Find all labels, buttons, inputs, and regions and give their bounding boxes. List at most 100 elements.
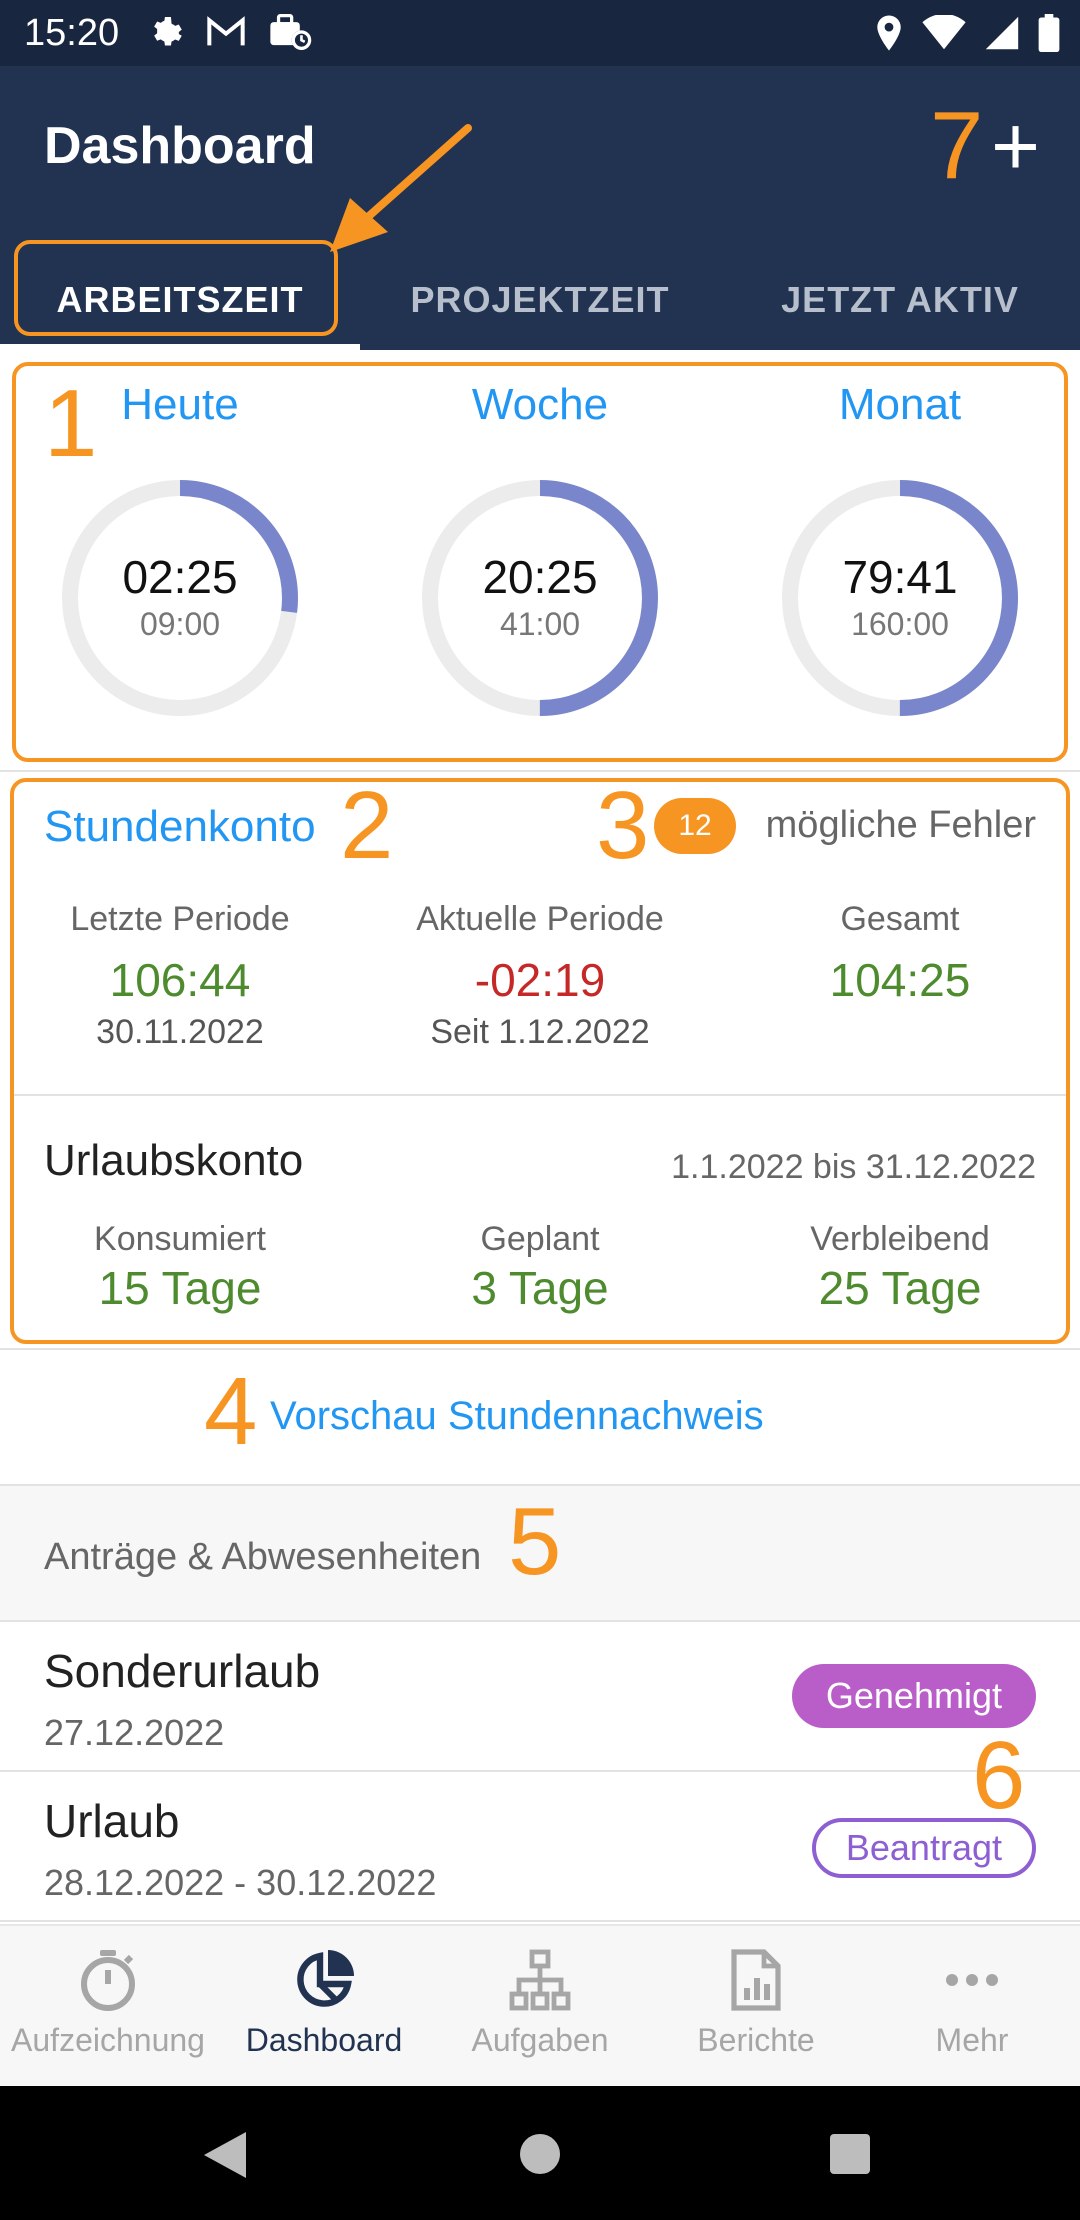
request-date: 28.12.2022 - 30.12.2022 (44, 1862, 437, 1903)
balance-value: 104:25 (829, 954, 971, 1006)
annotation-box-accounts (10, 778, 1070, 1344)
home-icon[interactable] (518, 2132, 562, 2176)
status-time: 15:20 (24, 12, 120, 54)
location-icon (877, 15, 901, 51)
error-count-badge[interactable]: 12 (654, 798, 736, 854)
stundenkonto-title: Stundenkonto (44, 802, 316, 851)
annotation-number-7: 7 (930, 92, 984, 199)
balance-date: Seit 1.12.2022 (430, 1013, 650, 1051)
balance-total: Gesamt 104:25 (720, 900, 1080, 1007)
ring-value: 79:41 (842, 551, 958, 603)
divider (0, 1484, 1080, 1486)
nav-label: Berichte (697, 2022, 815, 2058)
app-bar: Dashboard + ARBEITSZEIT PROJEKTZEIT JETZ… (0, 66, 1080, 350)
page-title: Dashboard (44, 117, 316, 175)
stundenkonto-card[interactable]: Stundenkonto 12 mögliche Fehler Letzte P… (0, 772, 1080, 1342)
stopwatch-icon (81, 1950, 135, 2011)
bottom-nav: Aufzeichnung Dashboard Aufgaben Berichte… (0, 1924, 1080, 2086)
request-row[interactable]: Urlaub 28.12.2022 - 30.12.2022 Beantragt (0, 1772, 1080, 1920)
annotation-arrow-icon (330, 124, 472, 252)
vorschau-link[interactable]: Vorschau Stundennachweis (270, 1394, 764, 1438)
vacation-label: Verbleibend (810, 1220, 990, 1258)
ring-woche[interactable]: Woche 20:25 41:00 (360, 380, 720, 718)
recents-icon[interactable] (828, 2132, 872, 2176)
progress-ring (62, 480, 298, 716)
antraege-header-label: Anträge & Abwesenheiten (44, 1536, 482, 1578)
vorschau-row: Vorschau Stundennachweis (0, 1350, 1080, 1484)
gear-icon (154, 17, 182, 46)
add-button[interactable]: + (990, 99, 1040, 193)
nav-label: Aufgaben (471, 2022, 609, 2058)
progress-ring (782, 480, 1018, 716)
request-row[interactable]: Sonderurlaub 27.12.2022 Genehmigt (0, 1622, 1080, 1770)
ring-target: 160:00 (851, 606, 949, 642)
vacation-planned: Geplant 3 Tage (360, 1220, 720, 1315)
battery-icon (1038, 14, 1060, 52)
work-profile-icon (270, 14, 312, 50)
nav-aufzeichnung[interactable]: Aufzeichnung (0, 1926, 216, 2086)
divider (0, 770, 1080, 772)
antraege-header: Anträge & Abwesenheiten (0, 1486, 1080, 1620)
divider (10, 1094, 1070, 1096)
divider (0, 1770, 1080, 1772)
annotation-box-rings (12, 362, 1068, 762)
ring-value: 02:25 (122, 551, 238, 603)
status-badge: Genehmigt (791, 1664, 1036, 1728)
vacation-remaining: Verbleibend 25 Tage (720, 1220, 1080, 1315)
nav-label: Dashboard (245, 2022, 403, 2058)
annotation-number-1: 1 (44, 370, 98, 477)
back-icon[interactable] (202, 2130, 248, 2180)
balance-current-period: Aktuelle Periode -02:19 Seit 1.12.2022 (360, 900, 720, 1052)
vacation-consumed: Konsumiert 15 Tage (0, 1220, 360, 1315)
request-date: 27.12.2022 (44, 1712, 225, 1753)
ring-value: 20:25 (482, 551, 598, 603)
divider (0, 1920, 1080, 1922)
divider (0, 1620, 1080, 1622)
status-bar: 15:20 (0, 0, 1080, 66)
balance-date: 30.11.2022 (96, 1013, 264, 1051)
annotation-number-2: 2 (340, 772, 394, 879)
urlaubskonto-range: 1.1.2022 bis 31.12.2022 (671, 1148, 1036, 1186)
balance-last-period: Letzte Periode 106:44 30.11.2022 (0, 900, 360, 1052)
tab-bar: ARBEITSZEIT PROJEKTZEIT JETZT AKTIV (0, 246, 1080, 350)
balance-label: Letzte Periode (70, 900, 290, 938)
ring-label: Monat (838, 380, 962, 429)
tab-jetzt-aktiv[interactable]: JETZT AKTIV (781, 279, 1019, 320)
ring-label: Woche (471, 380, 609, 429)
ring-monat[interactable]: Monat 79:41 160:00 (720, 380, 1080, 718)
system-nav-bar (0, 2086, 1080, 2220)
nav-label: Aufzeichnung (11, 2022, 205, 2058)
report-icon (731, 1949, 781, 2011)
urlaubskonto-title: Urlaubskonto (44, 1136, 304, 1185)
ring-target: 09:00 (139, 606, 221, 642)
annotation-number-4: 4 (204, 1358, 258, 1465)
vacation-value: 15 Tage (98, 1262, 262, 1314)
pie-chart-icon (297, 1950, 354, 2007)
vacation-label: Konsumiert (94, 1220, 266, 1258)
nav-mehr[interactable]: Mehr (864, 1926, 1080, 2086)
balance-value: 106:44 (109, 954, 251, 1006)
vacation-label: Geplant (480, 1220, 600, 1258)
request-name: Urlaub (44, 1795, 180, 1847)
annotation-number-5: 5 (508, 1488, 562, 1595)
nav-aufgaben[interactable]: Aufgaben (432, 1926, 648, 2086)
annotation-number-3: 3 (596, 772, 650, 879)
balance-value: -02:19 (474, 954, 606, 1006)
nav-dashboard[interactable]: Dashboard (216, 1926, 432, 2086)
more-icon (946, 1974, 998, 1986)
gmail-icon (207, 16, 245, 46)
error-text[interactable]: mögliche Fehler (765, 804, 1036, 846)
tab-projektzeit[interactable]: PROJEKTZEIT (410, 279, 670, 320)
time-rings-card: Heute 02:25 09:00 Woche 20:25 41:00 Mona… (0, 350, 1080, 770)
balance-label: Aktuelle Periode (416, 900, 664, 938)
status-badge: Beantragt (811, 1818, 1036, 1878)
ring-heute[interactable]: Heute 02:25 09:00 (0, 380, 360, 718)
ring-target: 41:00 (499, 606, 581, 642)
ring-label: Heute (121, 380, 239, 429)
tab-arbeitszeit[interactable]: ARBEITSZEIT (0, 246, 360, 350)
divider (0, 1348, 1080, 1350)
nav-berichte[interactable]: Berichte (648, 1926, 864, 2086)
balance-label: Gesamt (840, 900, 960, 938)
progress-ring (422, 480, 658, 716)
nav-label: Mehr (935, 2022, 1009, 2058)
